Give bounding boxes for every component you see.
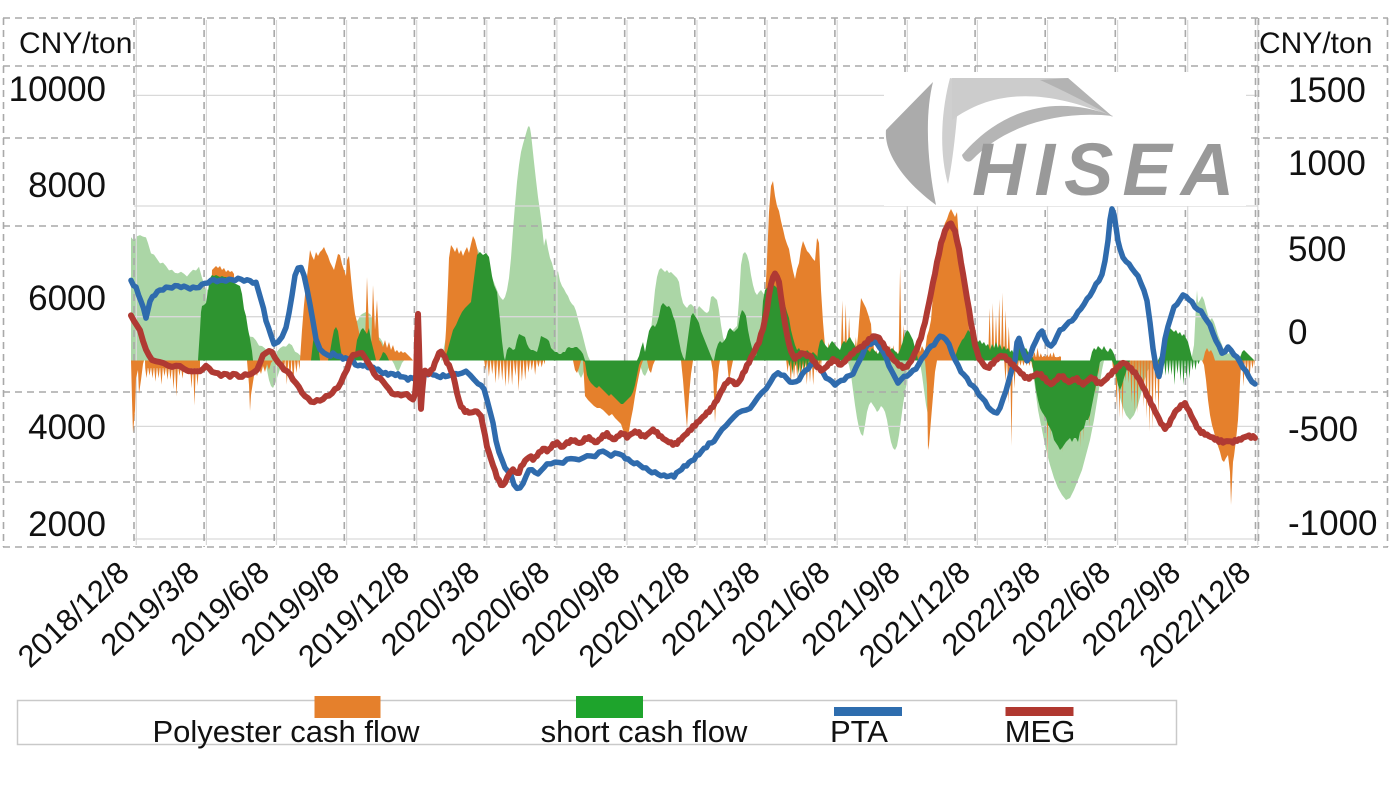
svg-text:MEG: MEG — [1005, 714, 1076, 749]
svg-text:8000: 8000 — [28, 166, 106, 205]
svg-text:2000: 2000 — [28, 505, 106, 544]
svg-text:short cash flow: short cash flow — [541, 714, 748, 749]
svg-text:10000: 10000 — [9, 70, 106, 109]
svg-text:500: 500 — [1288, 230, 1346, 269]
svg-text:1500: 1500 — [1288, 71, 1366, 110]
svg-text:4000: 4000 — [28, 408, 106, 447]
svg-text:Polyester cash flow: Polyester cash flow — [152, 714, 420, 749]
svg-text:HISEA: HISEA — [972, 128, 1243, 211]
svg-text:1000: 1000 — [1288, 144, 1366, 183]
svg-text:-1000: -1000 — [1288, 504, 1378, 543]
svg-text:CNY/ton: CNY/ton — [19, 27, 132, 60]
svg-text:-500: -500 — [1288, 410, 1358, 449]
svg-text:6000: 6000 — [28, 279, 106, 318]
svg-text:CNY/ton: CNY/ton — [1259, 27, 1372, 60]
svg-text:0: 0 — [1288, 313, 1307, 352]
svg-text:PTA: PTA — [830, 714, 888, 749]
